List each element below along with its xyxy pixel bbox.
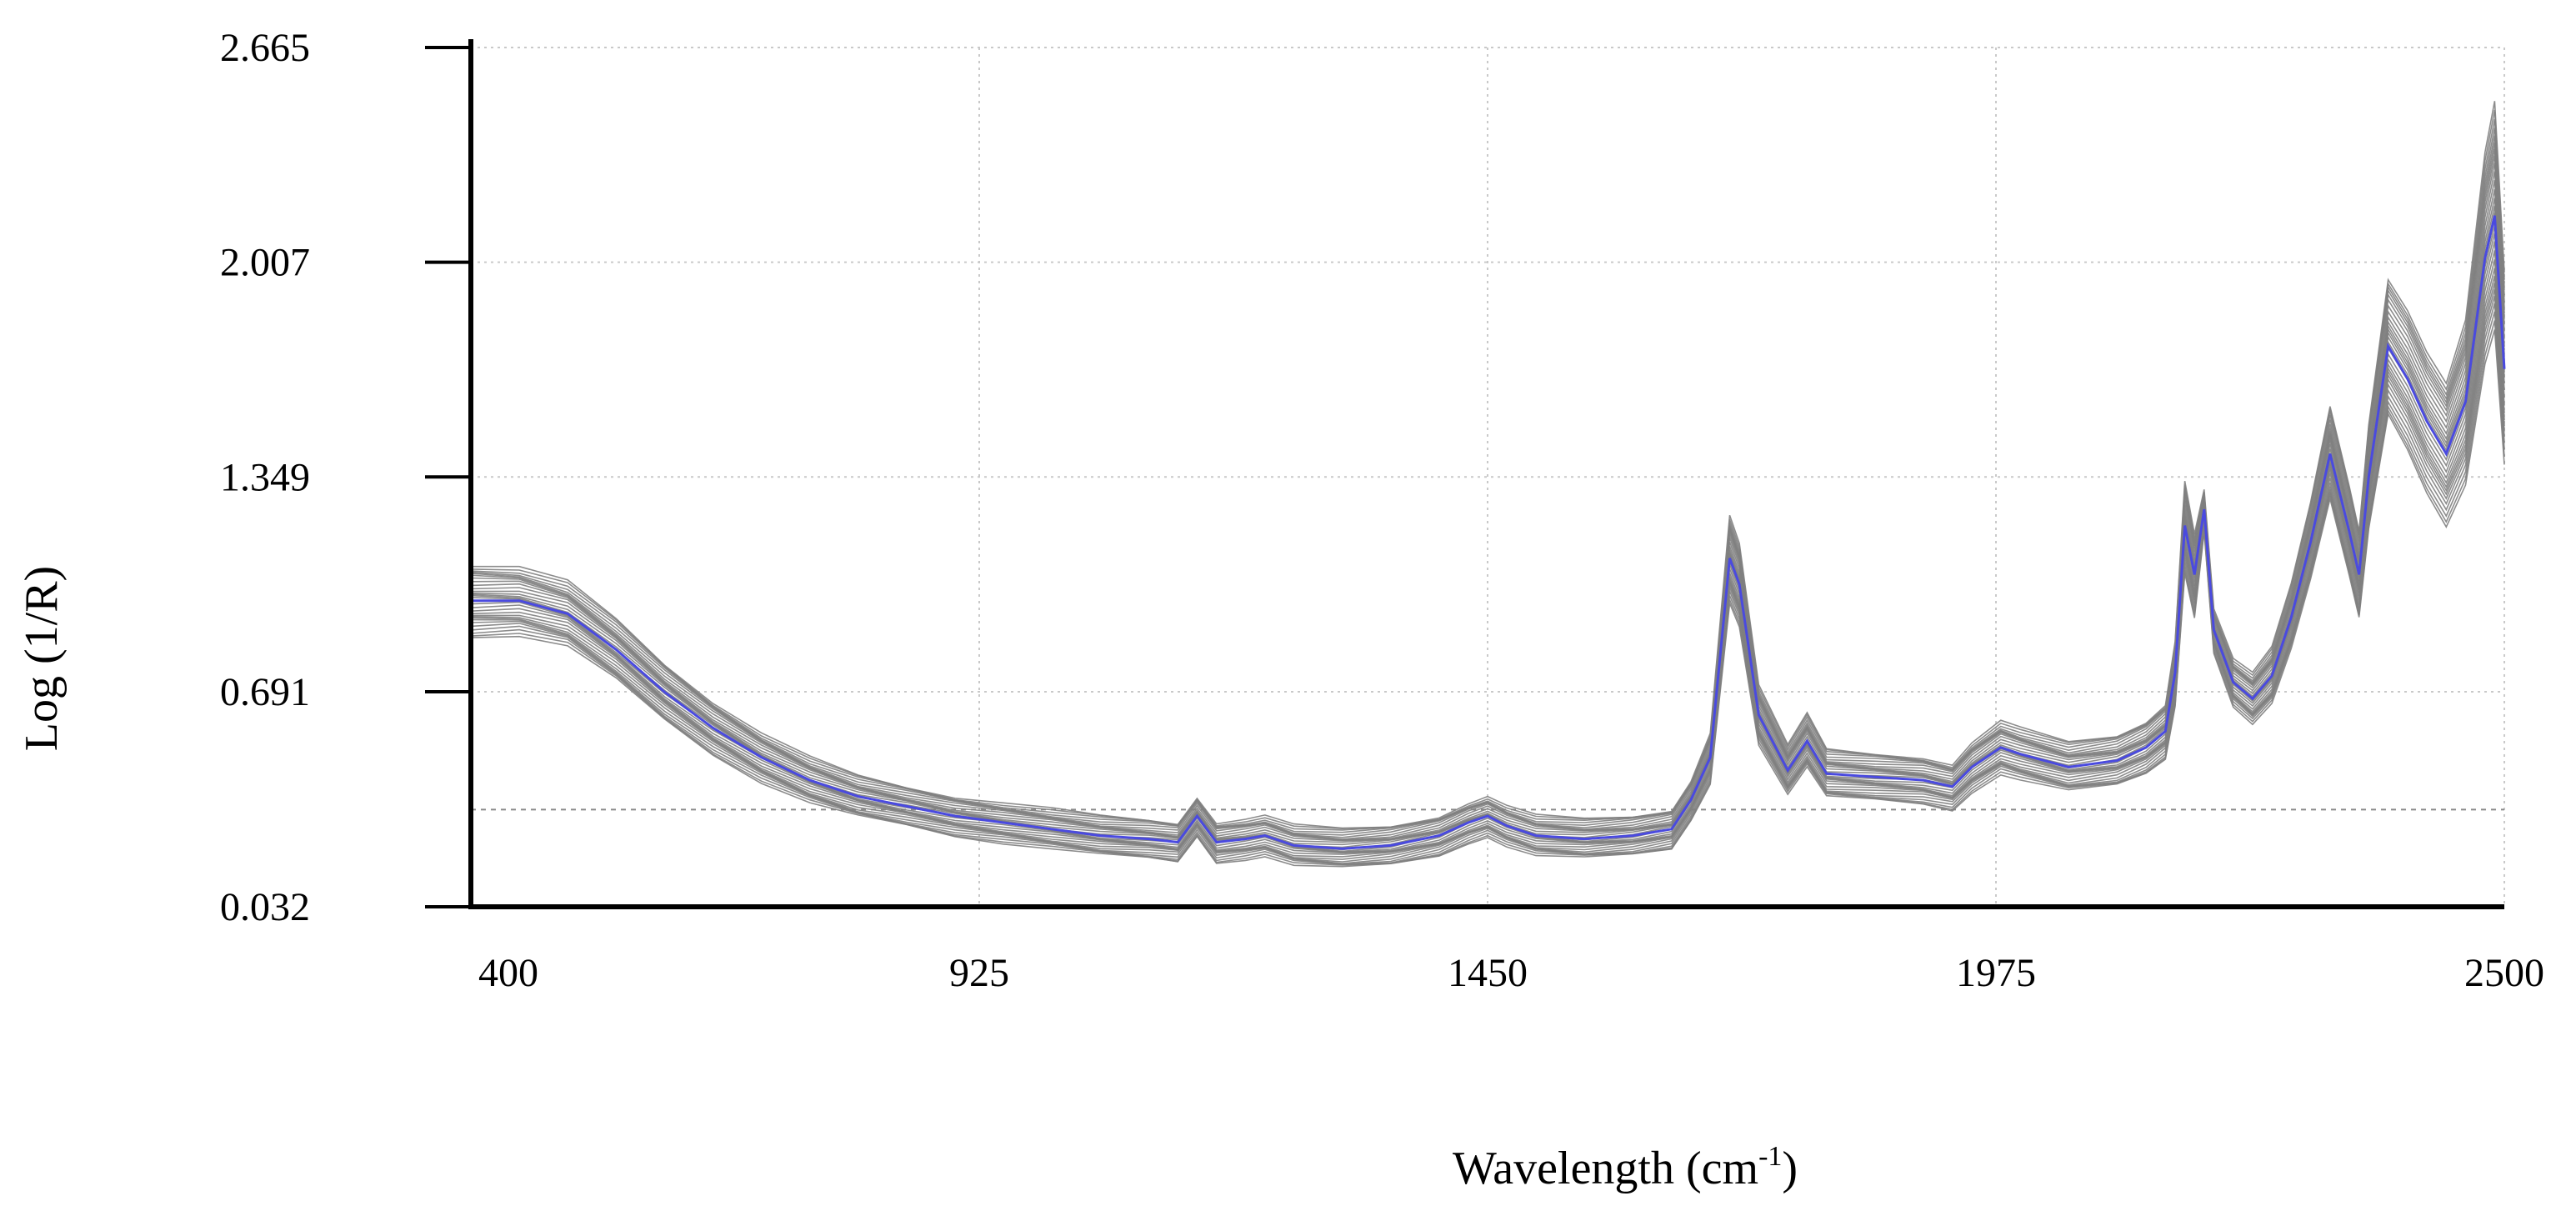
y-tick-label: 0.032: [220, 885, 310, 929]
sample-spectrum-line: [470, 155, 2505, 841]
axes: [425, 39, 2504, 909]
x-tick-label: 925: [949, 951, 1009, 995]
x-axis-title-superscript: -1: [1758, 1141, 1782, 1172]
y-axis-title: Log (1/R): [16, 566, 68, 751]
sample-spectrum-line: [470, 268, 2505, 858]
y-tick-label: 2.665: [220, 26, 310, 70]
y-tick-label: 2.007: [220, 241, 310, 285]
x-axis-title: Wavelength (cm-1): [1453, 1141, 1798, 1194]
x-axis-title-close: ): [1782, 1143, 1798, 1194]
sample-spectrum-line: [470, 135, 2505, 836]
sample-spectrum-line: [471, 101, 2505, 829]
sample-spectrum-line: [470, 128, 2505, 833]
mean-spectrum-line: [471, 215, 2506, 850]
y-tick-label: 0.691: [220, 670, 310, 714]
x-tick-label: 400: [478, 951, 538, 995]
x-axis-title-main: Wavelength (cm: [1453, 1143, 1758, 1194]
mean-spectrum-group: [471, 215, 2506, 850]
x-tick-label: 1975: [1956, 951, 2036, 995]
sample-spectrum-line: [470, 329, 2505, 868]
sample-spectrum-line: [470, 275, 2505, 860]
tick-labels: 0.032 0.691 1.349 2.007 2.665 400 925 1450 1975 2…: [220, 26, 2544, 995]
x-tick-label: 1450: [1448, 951, 1528, 995]
y-tick-label: 1.349: [220, 455, 310, 499]
x-tick-label: 2500: [2464, 951, 2544, 995]
grid-lines: [471, 47, 2505, 907]
